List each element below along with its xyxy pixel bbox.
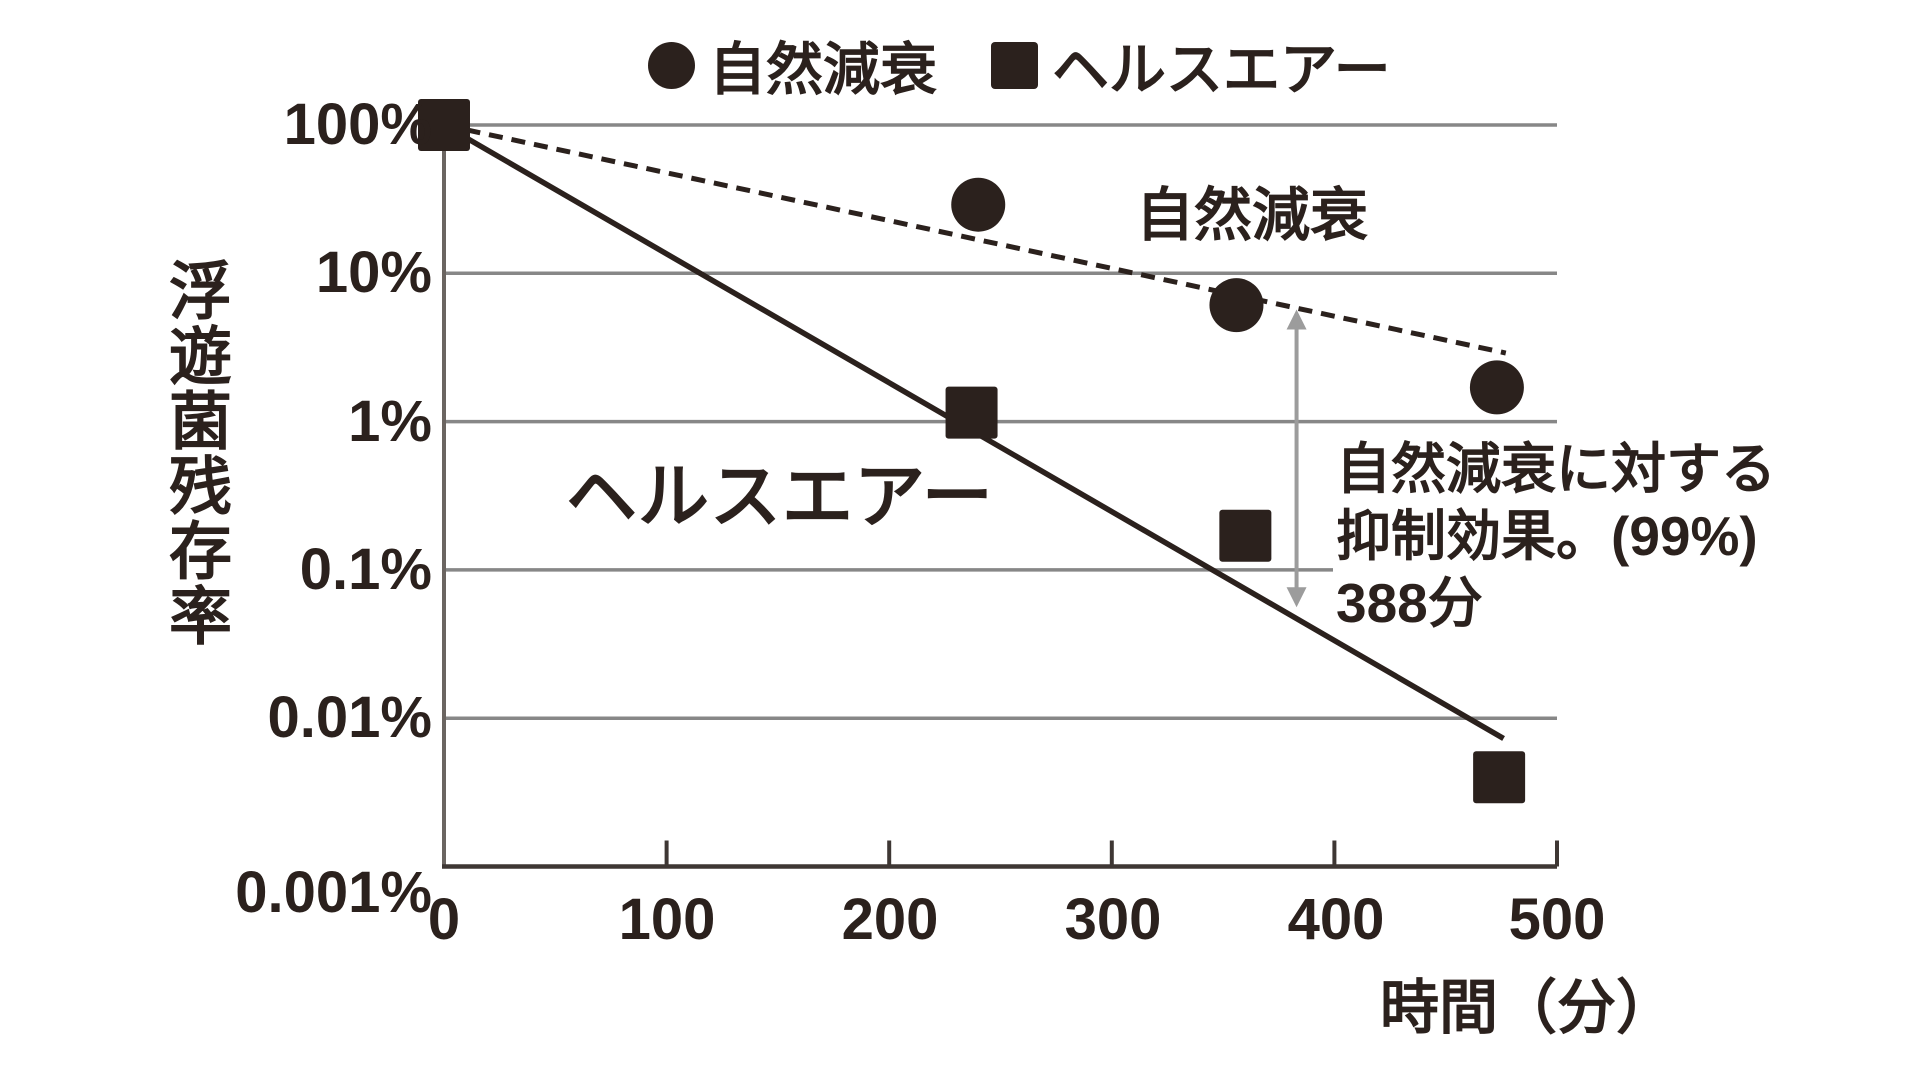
y-tick-100: 100% — [283, 92, 432, 157]
legend-label-natural-decay: 自然減衰 — [709, 38, 937, 102]
y-tick-1: 1% — [348, 389, 432, 454]
point-health-air — [1219, 509, 1272, 562]
point-health-air — [945, 386, 998, 439]
x-tick-0: 0 — [427, 887, 461, 952]
x-axis-title: 時間（分） — [1380, 975, 1676, 1041]
legend-item-health-air: ヘルスエアー — [991, 24, 1391, 106]
y-tick-10: 10% — [315, 240, 432, 305]
inplot-label-health-air: ヘルスエアー — [566, 458, 994, 537]
y-tick-0p01: 0.01% — [267, 685, 432, 750]
annotation-line-1: 自然減衰に対する — [1336, 438, 1777, 500]
x-tick-500: 500 — [1508, 887, 1606, 952]
circle-marker-icon — [648, 41, 695, 89]
square-marker-icon — [991, 41, 1038, 89]
suppression-annotation: 自然減衰に対する 抑制効果。(99%) 388分 — [1336, 436, 1776, 637]
legend-label-health-air: ヘルスエアー — [1052, 38, 1391, 102]
point-health-air — [418, 99, 470, 151]
point-natural-decay — [1469, 360, 1524, 415]
point-natural-decay — [1209, 278, 1264, 333]
x-tick-400: 400 — [1287, 887, 1385, 952]
annotation-line-3: 388分 — [1336, 572, 1483, 634]
annotation-line-2: 抑制効果。(99%) — [1336, 505, 1758, 567]
x-tick-200: 200 — [841, 887, 939, 952]
legend-item-natural-decay: 自然減衰 — [648, 24, 937, 106]
y-tick-0p1: 0.1% — [299, 537, 432, 602]
x-tick-300: 300 — [1064, 887, 1162, 952]
point-health-air — [1473, 751, 1526, 804]
legend: 自然減衰 ヘルスエアー — [648, 24, 1391, 106]
point-natural-decay — [951, 177, 1006, 232]
y-tick-0p001: 0.001% — [235, 860, 432, 925]
x-tick-100: 100 — [618, 887, 716, 952]
y-axis-title: 浮遊菌残存率 — [160, 258, 230, 648]
inplot-label-natural-decay: 自然減衰 — [1136, 183, 1369, 248]
